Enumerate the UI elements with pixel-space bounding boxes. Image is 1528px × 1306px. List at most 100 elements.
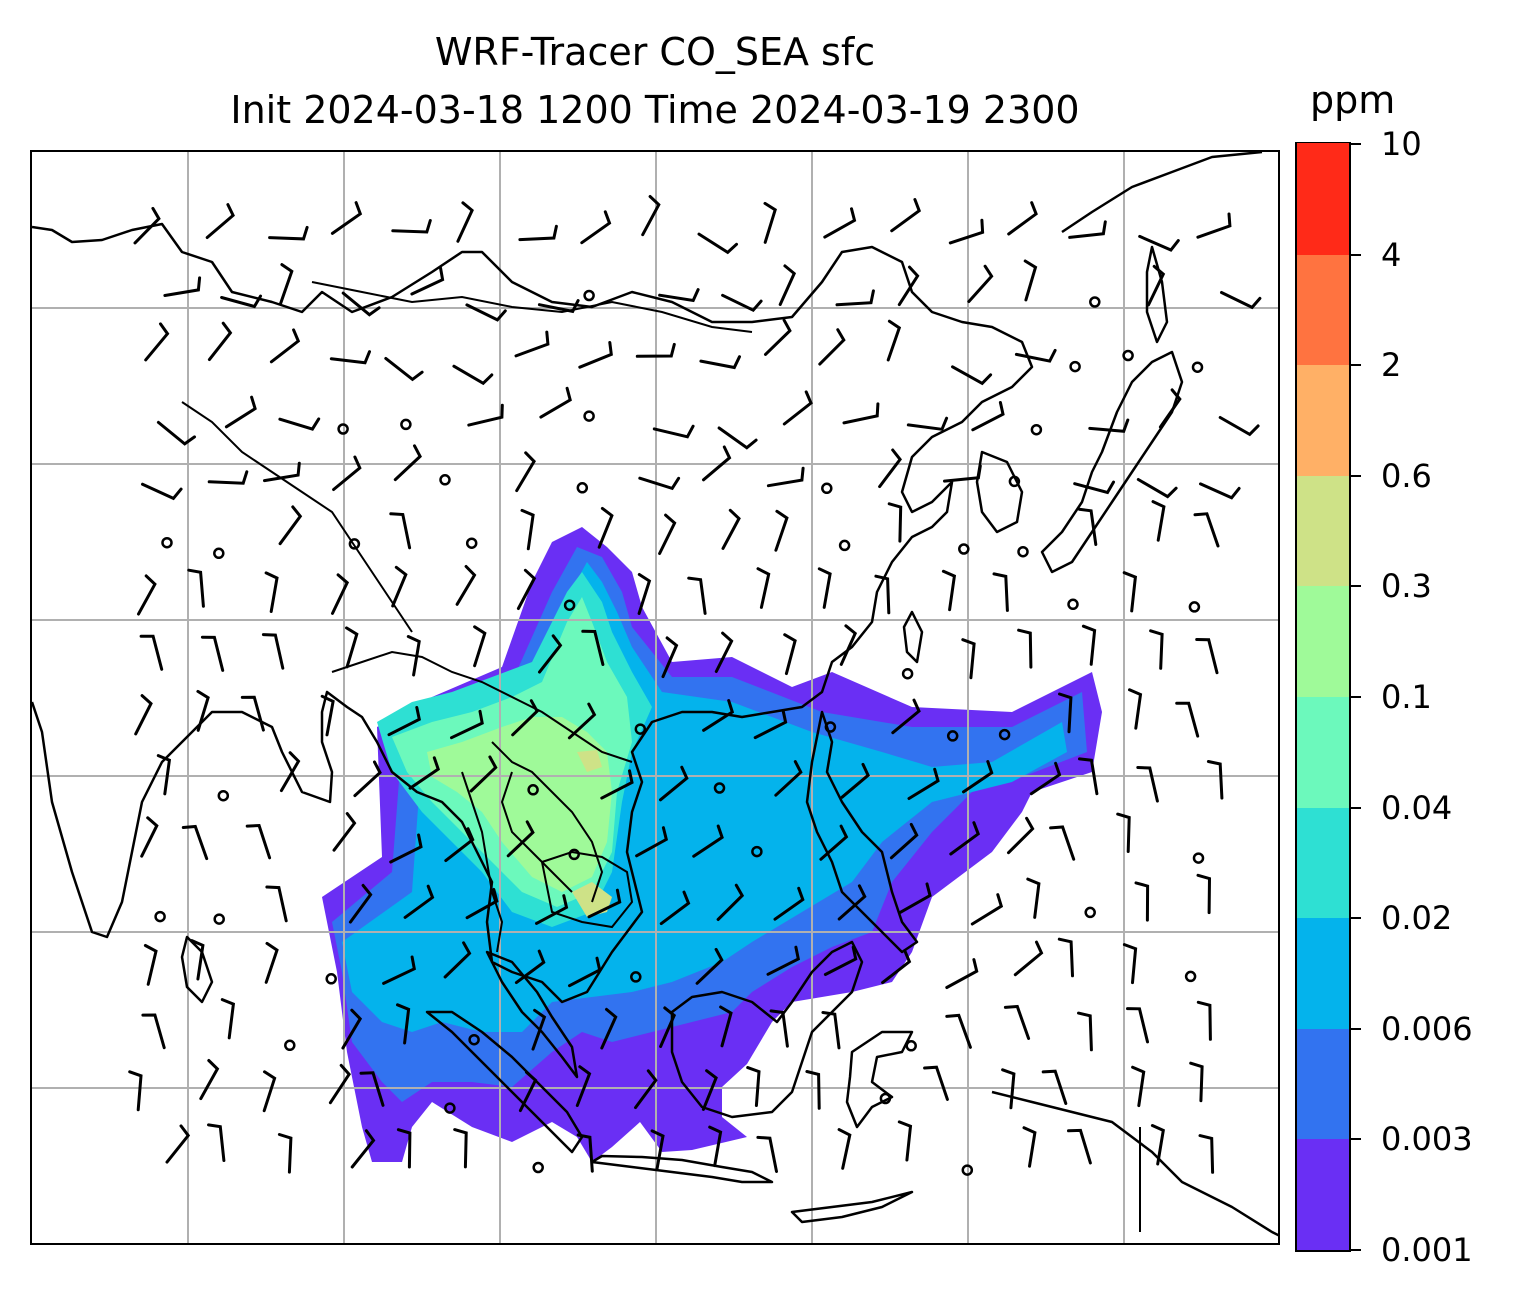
wind-barb [714,631,734,673]
wind-barb [240,695,265,732]
wind-barb [1198,1134,1215,1174]
wind-barb [717,426,758,450]
wind-barb [702,699,735,732]
wind-barb [538,634,563,674]
coast-malay-peninsula [485,950,579,1079]
colorbar-tick-label: 0.003 [1381,1120,1473,1159]
calm-wind-circle [444,1102,456,1114]
wind-barb [514,330,550,358]
wind-barb [658,513,677,555]
wind-barb [821,1011,841,1050]
wind-barb [580,210,612,245]
wind-barb [348,883,373,924]
calm-wind-circle [213,547,225,560]
wind-barb [535,894,569,925]
wind-barb [898,882,932,914]
calm-wind-circle [154,910,166,923]
wind-barb [514,949,546,985]
colorbar [1295,142,1351,1252]
colorbar-tick [1351,696,1361,698]
wind-barb [578,341,613,369]
wind-barb [878,448,902,489]
wind-barb [778,264,797,306]
wind-barb [782,390,813,426]
wind-barb [539,386,572,419]
wind-barb [1049,825,1076,861]
wind-barb [389,833,423,864]
wind-barb [951,365,993,386]
wind-barb [328,1063,351,1105]
wind-barb [635,826,669,858]
wind-barb [1149,629,1164,670]
wind-barb [467,403,504,427]
wind-barb [1007,201,1038,236]
wind-barb [1218,416,1260,437]
calm-wind-circle [439,474,451,486]
calm-wind-circle [630,971,642,983]
wind-barb [165,1124,191,1164]
coast-korea [975,450,1024,534]
wind-barb [659,1006,677,1048]
wind-barb [141,482,183,501]
wind-barb [1077,1011,1093,1052]
wind-barb [766,466,805,488]
colorbar-tick-label: 0.3 [1381,567,1432,606]
wind-barb [465,303,507,322]
wind-barb [692,824,724,858]
wind-barb [701,1069,718,1111]
wind-barb [719,1005,733,1048]
coastlines [32,152,1278,1237]
wind-barb [1131,1065,1146,1108]
wind-barb [774,760,803,797]
coast-borneo [670,940,864,1119]
wind-barb [837,1128,852,1170]
wind-barb [277,1133,293,1174]
wind-barb [1013,940,1044,977]
wind-barb [156,420,196,446]
wind-barb [1158,388,1182,429]
wind-barb [1026,877,1041,919]
wind-barb [1126,1007,1149,1044]
wind-barb [163,276,202,297]
wind-barb [1196,1000,1212,1041]
colorbar-tick [1351,253,1361,256]
wind-barb [1088,418,1130,433]
wind-barb [456,201,474,243]
calm-wind-circle [161,536,173,549]
wind-barb [907,767,940,800]
wind-barb [190,939,205,981]
wind-barb [137,574,157,616]
colorbar-segment [1297,696,1349,808]
wind-barb [1017,628,1033,669]
wind-barb [962,760,994,794]
wind-barb [1068,220,1107,239]
wind-barb [753,709,788,740]
colorbar-tick [1351,474,1361,477]
wind-barb [823,207,857,239]
wind-barb [695,947,724,985]
calm-wind-circle [213,913,225,925]
wind-barb [805,1070,821,1110]
country-borders [181,281,1141,1232]
wind-barb [721,293,763,313]
wind-barb [181,824,209,861]
calm-wind-circle [583,410,595,422]
border-mongolia [311,281,753,333]
wind-barb [329,350,371,365]
wind-barb [391,219,432,234]
wind-barb [452,364,494,386]
colorbar-segment [1297,917,1349,1029]
colorbar-tick-label: 0.6 [1381,456,1432,495]
wind-barb [332,455,362,491]
colorbar-tick-label: 2 [1381,346,1402,385]
wind-barb [659,765,689,802]
wind-barb [224,395,257,429]
plume-band-0.1 [427,717,612,892]
wind-barb [450,709,484,740]
wind-barb [840,762,870,799]
wind-barb [156,754,172,796]
wind-barb [943,464,982,483]
calm-wind-circle [217,789,230,802]
wind-barb [708,1125,723,1168]
wind-barb [143,944,158,986]
